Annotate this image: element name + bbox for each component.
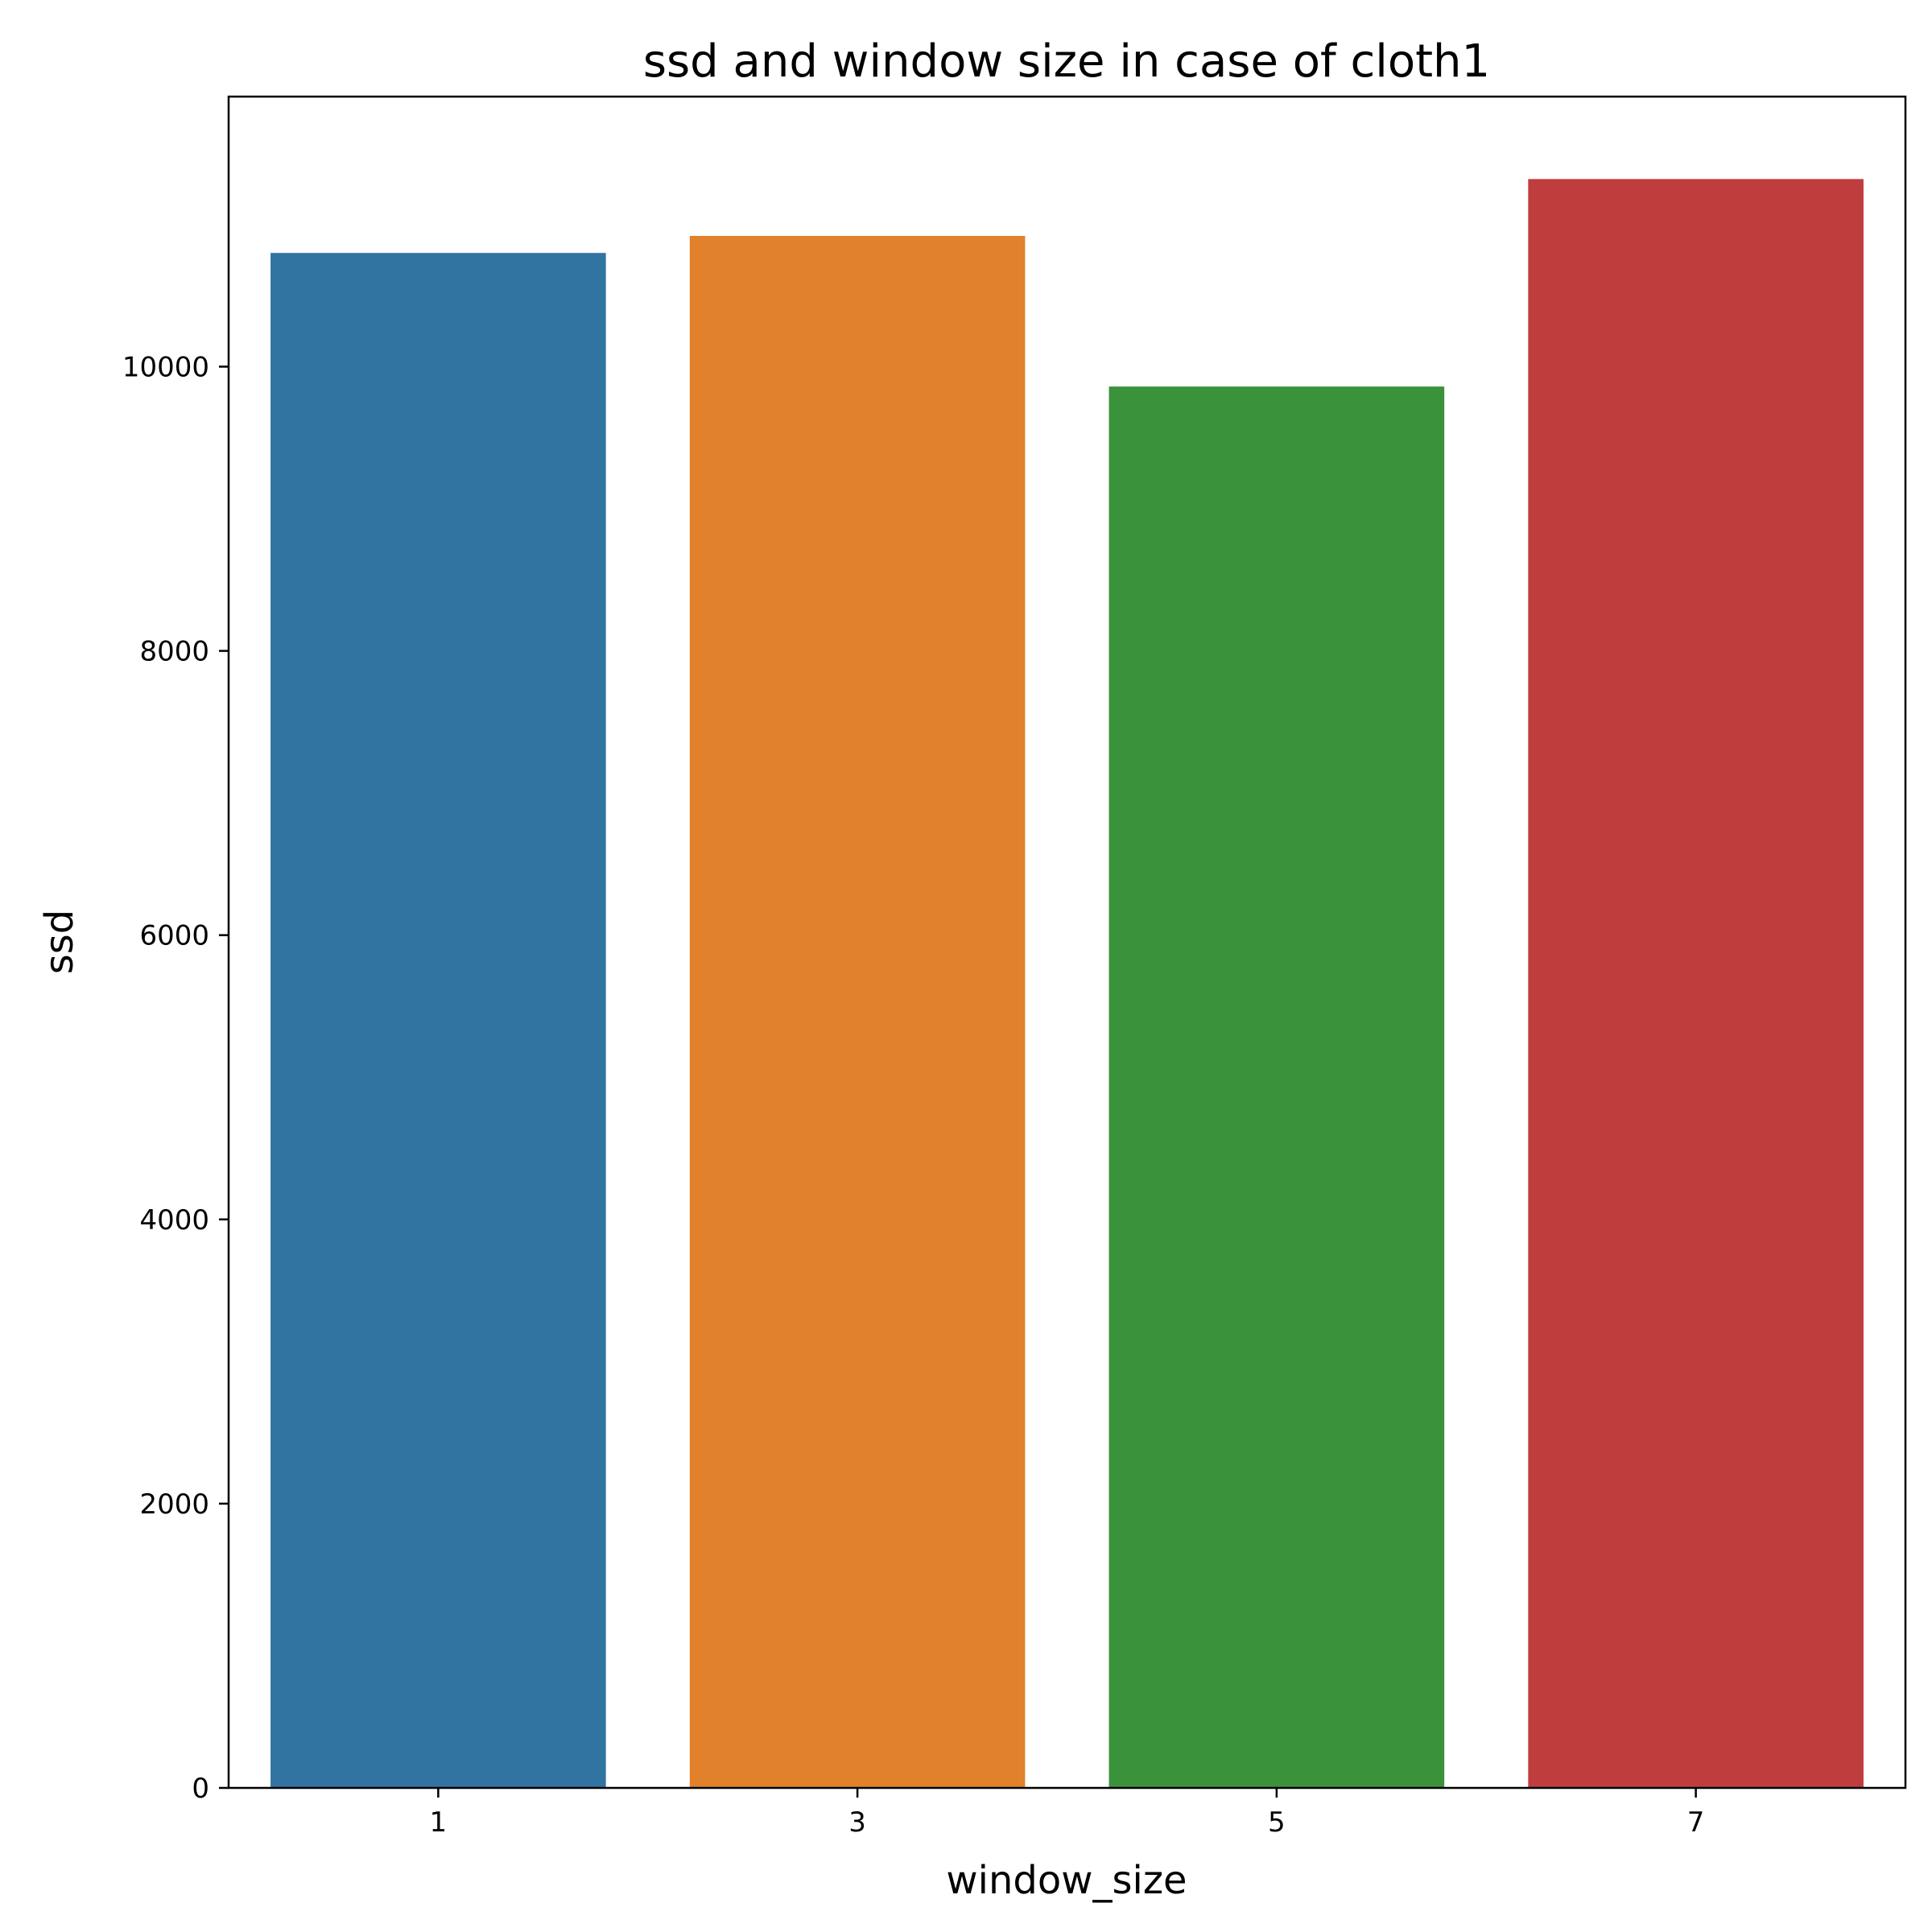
x-axis-label: window_size — [946, 1858, 1187, 1903]
x-tick-label-7: 7 — [1687, 1806, 1705, 1839]
y-tick-label-4000: 4000 — [139, 1204, 209, 1236]
x-tick-label-5: 5 — [1268, 1806, 1286, 1839]
y-tick-label-0: 0 — [192, 1773, 209, 1805]
bar-3 — [689, 236, 1026, 1788]
y-axis-label: ssd — [37, 910, 82, 974]
plot-frame — [227, 95, 1907, 1790]
y-axis: 0 2000 4000 6000 8000 10000 — [122, 351, 229, 1805]
y-tick-label-10000: 10000 — [122, 351, 209, 383]
y-tick-label-2000: 2000 — [139, 1488, 209, 1521]
bar-7 — [1528, 179, 1864, 1788]
bars-group — [270, 179, 1864, 1789]
bar-1 — [270, 253, 606, 1788]
x-tick-label-3: 3 — [848, 1806, 866, 1839]
y-tick-label-8000: 8000 — [139, 636, 209, 668]
y-tick-label-6000: 6000 — [139, 920, 209, 952]
chart-title: ssd and window size in case of cloth1 — [643, 35, 1490, 88]
x-tick-label-1: 1 — [430, 1806, 448, 1839]
bar-5 — [1108, 386, 1445, 1789]
x-axis: 1 3 5 7 — [430, 1788, 1705, 1839]
